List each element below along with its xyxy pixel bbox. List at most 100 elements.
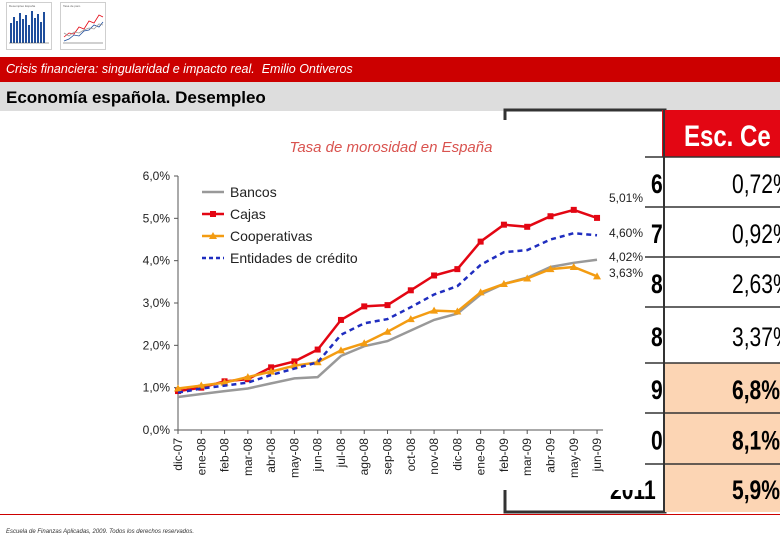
table-year: 0 <box>651 426 663 456</box>
table-header-cell <box>662 110 780 157</box>
thumbnail-chart-2[interactable]: Tasa de paro <box>60 2 106 50</box>
subtitle-text: Crisis financiera: singularidad e impact… <box>6 62 353 76</box>
thumbnail-title-1: Desempleo España <box>9 4 36 8</box>
data-point <box>546 265 555 273</box>
table-value: 2,63% <box>732 270 780 300</box>
legend-label: Bancos <box>230 184 277 200</box>
data-point <box>267 367 276 375</box>
x-tick-label: ene-08 <box>194 438 208 476</box>
data-point <box>569 263 578 271</box>
table-value-cell <box>664 464 780 512</box>
data-point <box>174 384 182 392</box>
x-tick-label: sep-08 <box>381 438 395 475</box>
table-value: 8,1% <box>732 426 780 456</box>
data-point <box>361 303 368 310</box>
subtitle-band: Crisis financiera: singularidad e impact… <box>0 57 780 82</box>
data-point <box>243 373 252 381</box>
legend-label: Cajas <box>230 206 266 222</box>
table-year: 9 <box>651 376 663 406</box>
x-tick-label: mar-09 <box>520 438 534 476</box>
y-tick-label: 3,0% <box>143 296 171 310</box>
data-point <box>500 221 507 228</box>
x-tick-label: jul-08 <box>334 438 348 469</box>
data-point <box>384 302 391 309</box>
table-value-cell <box>664 413 780 464</box>
thumbnail-title-2: Tasa de paro <box>63 4 81 8</box>
chart-title: Tasa de morosidad en España <box>290 139 493 156</box>
table-value-cell <box>664 307 780 363</box>
data-point <box>430 306 439 314</box>
x-tick-label: may-08 <box>287 438 301 478</box>
table-value: 3,37% <box>732 323 780 353</box>
x-tick-label: jun-09 <box>590 438 604 473</box>
thumbnail-lines <box>63 14 104 44</box>
end-value-label: 5,01% <box>609 191 643 205</box>
end-value-label: 4,02% <box>609 250 643 264</box>
data-point <box>337 316 344 323</box>
y-tick-label: 0,0% <box>143 423 171 437</box>
table-year: 6 <box>651 170 663 200</box>
table-value: 0,72% <box>732 170 780 200</box>
x-tick-label: oct-08 <box>404 438 418 472</box>
data-point <box>360 339 369 347</box>
legend-marker <box>210 211 216 217</box>
legend-label: Entidades de crédito <box>230 250 358 266</box>
data-point <box>476 288 485 296</box>
data-point <box>594 214 601 221</box>
subtitle: Crisis financiera: singularidad e impact… <box>6 62 255 76</box>
data-point <box>524 223 531 230</box>
end-value-label: 3,63% <box>609 266 643 280</box>
title-band: Economía española. Desempleo <box>0 82 780 111</box>
legend-label: Cooperativas <box>230 228 313 244</box>
legend-marker <box>209 232 217 239</box>
table-value: 0,92% <box>732 220 780 250</box>
table-year: 8 <box>651 270 663 300</box>
data-point <box>431 272 438 279</box>
data-point <box>336 346 345 354</box>
data-point <box>314 346 321 353</box>
data-point <box>453 307 462 315</box>
y-tick-label: 6,0% <box>143 169 171 183</box>
x-tick-label: nov-08 <box>427 438 441 475</box>
x-tick-label: dic-08 <box>450 438 464 471</box>
data-point <box>477 238 484 245</box>
y-tick-label: 1,0% <box>143 381 171 395</box>
data-point <box>406 315 415 323</box>
author: Emilio Ontiveros <box>261 62 353 76</box>
data-point <box>547 213 554 220</box>
data-point <box>291 358 298 365</box>
thumbnail-bars <box>9 11 49 44</box>
data-point <box>220 378 229 386</box>
thumbnail-chart-1[interactable]: Desempleo España <box>6 2 52 50</box>
series-line <box>177 231 598 394</box>
data-point <box>407 287 414 294</box>
table-value-cell <box>664 363 780 413</box>
x-tick-label: feb-08 <box>218 438 232 472</box>
data-point <box>268 364 275 371</box>
x-tick-label: jun-08 <box>311 438 325 473</box>
data-point <box>383 327 392 335</box>
table-year: 8 <box>651 323 663 353</box>
data-point <box>593 272 602 280</box>
end-value-label: 4,60% <box>609 226 643 240</box>
footer-text: Escuela de Finanzas Aplicadas, 2009. Tod… <box>6 529 195 535</box>
x-tick-label: ago-08 <box>357 438 371 476</box>
y-tick-label: 4,0% <box>143 254 171 268</box>
x-tick-label: may-09 <box>567 438 581 478</box>
x-tick-label: feb-09 <box>497 438 511 472</box>
data-point <box>454 266 461 273</box>
x-tick-label: mar-08 <box>241 438 255 476</box>
table-value: 5,9% <box>732 476 780 506</box>
table-header-text: Esc. Ce <box>684 118 771 152</box>
table-value: 6,8% <box>732 376 780 406</box>
data-point <box>570 206 577 213</box>
table-value-cell <box>664 257 780 307</box>
y-tick-label: 5,0% <box>143 211 171 225</box>
footer-divider <box>0 514 780 515</box>
x-tick-label: dic-07 <box>171 438 185 471</box>
table-value-cell <box>664 157 780 207</box>
data-point <box>499 279 508 287</box>
data-point <box>523 274 532 282</box>
table-value-cell <box>664 207 780 257</box>
